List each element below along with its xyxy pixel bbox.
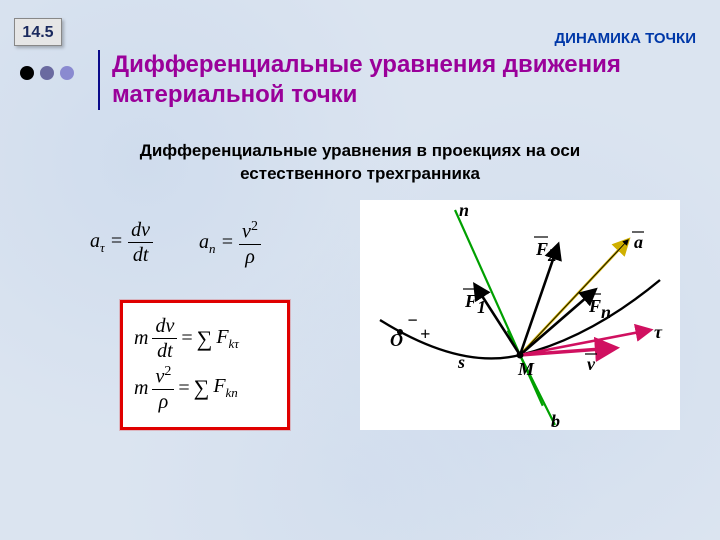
dot-1 xyxy=(20,66,34,80)
acceleration-formulas: aτ = dv dt an = v2 ρ xyxy=(90,220,261,267)
subtitle-line-1: Дифференциальные уравнения в проекциях н… xyxy=(140,141,581,160)
svg-text:b: b xyxy=(551,411,560,430)
dot-3 xyxy=(60,66,74,80)
svg-text:2: 2 xyxy=(547,245,557,265)
decorative-dots xyxy=(20,66,74,80)
title-line-2: материальной точки xyxy=(112,81,357,108)
equations-box: m dv dt = ∑ Fkτ m v2 ρ = ∑ Fkn xyxy=(120,300,290,430)
formula-a-tau: aτ = dv dt xyxy=(90,220,153,267)
formula-a-n: an = v2 ρ xyxy=(199,220,261,267)
svg-text:1: 1 xyxy=(477,297,486,317)
equation-normal: m v2 ρ = ∑ Fkn xyxy=(134,365,280,412)
svg-text:−: − xyxy=(407,310,418,330)
equation-tangential: m dv dt = ∑ Fkτ xyxy=(134,316,280,361)
trihedron-diagram: nbMOs−+τvaF1F2Fn xyxy=(360,200,680,430)
svg-text:v: v xyxy=(587,354,596,374)
svg-text:n: n xyxy=(601,302,611,322)
svg-text:F: F xyxy=(535,239,548,259)
slide-number-badge: 14.5 xyxy=(14,18,62,46)
svg-text:+: + xyxy=(420,324,430,344)
subtitle-line-2: естественного трехгранника xyxy=(240,164,480,183)
svg-text:M: M xyxy=(517,359,535,379)
page-title: Дифференциальные уравнения движения мате… xyxy=(112,50,700,110)
title-block: Дифференциальные уравнения движения мате… xyxy=(98,50,700,110)
title-line-1: Дифференциальные уравнения движения xyxy=(112,51,621,78)
svg-text:F: F xyxy=(464,291,477,311)
svg-text:O: O xyxy=(390,330,403,350)
svg-text:s: s xyxy=(457,352,465,372)
dot-2 xyxy=(40,66,54,80)
svg-text:F: F xyxy=(588,296,601,316)
svg-text:τ: τ xyxy=(654,322,663,342)
section-label: ДИНАМИКА ТОЧКИ xyxy=(555,30,697,47)
subtitle: Дифференциальные уравнения в проекциях н… xyxy=(0,140,720,186)
svg-text:a: a xyxy=(634,232,643,252)
svg-text:n: n xyxy=(459,200,469,220)
